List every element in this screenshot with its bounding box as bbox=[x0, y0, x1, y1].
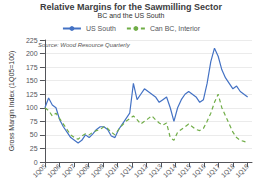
svg-text:Can BC, Interior: Can BC, Interior bbox=[150, 25, 201, 32]
svg-text:125: 125 bbox=[26, 91, 38, 98]
svg-text:1Q14: 1Q14 bbox=[162, 162, 179, 179]
svg-text:1Q19: 1Q19 bbox=[234, 162, 251, 179]
svg-text:1Q07: 1Q07 bbox=[60, 162, 77, 179]
svg-text:150: 150 bbox=[26, 77, 38, 84]
svg-text:0: 0 bbox=[34, 159, 38, 166]
svg-text:1Q12: 1Q12 bbox=[133, 162, 150, 179]
svg-text:US South: US South bbox=[86, 25, 116, 32]
svg-text:175: 175 bbox=[26, 64, 38, 71]
svg-text:1Q17: 1Q17 bbox=[205, 162, 222, 179]
svg-text:50: 50 bbox=[30, 131, 38, 138]
svg-text:Source: Wood Resource Quarterl: Source: Wood Resource Quarterly bbox=[38, 42, 131, 48]
svg-text:1Q18: 1Q18 bbox=[219, 162, 236, 179]
svg-text:1Q15: 1Q15 bbox=[176, 162, 193, 179]
svg-text:100: 100 bbox=[26, 104, 38, 111]
svg-text:1Q10: 1Q10 bbox=[104, 162, 121, 179]
svg-text:25: 25 bbox=[30, 145, 38, 152]
svg-text:1Q06: 1Q06 bbox=[46, 162, 63, 179]
svg-text:1Q13: 1Q13 bbox=[147, 162, 164, 179]
svg-text:1Q16: 1Q16 bbox=[191, 162, 208, 179]
svg-text:1Q09: 1Q09 bbox=[89, 162, 106, 179]
svg-text:1Q11: 1Q11 bbox=[118, 162, 135, 179]
svg-text:200: 200 bbox=[26, 50, 38, 57]
svg-text:75: 75 bbox=[30, 118, 38, 125]
svg-text:Relative Margins for the Sawmi: Relative Margins for the Sawmilling Sect… bbox=[40, 2, 223, 12]
svg-text:225: 225 bbox=[26, 37, 38, 44]
svg-text:1Q05: 1Q05 bbox=[31, 162, 48, 179]
svg-text:1Q08: 1Q08 bbox=[75, 162, 92, 179]
svg-text:Gross Margin Index (1Q05=100): Gross Margin Index (1Q05=100) bbox=[8, 51, 16, 152]
svg-text:BC and the US South: BC and the US South bbox=[98, 12, 165, 19]
